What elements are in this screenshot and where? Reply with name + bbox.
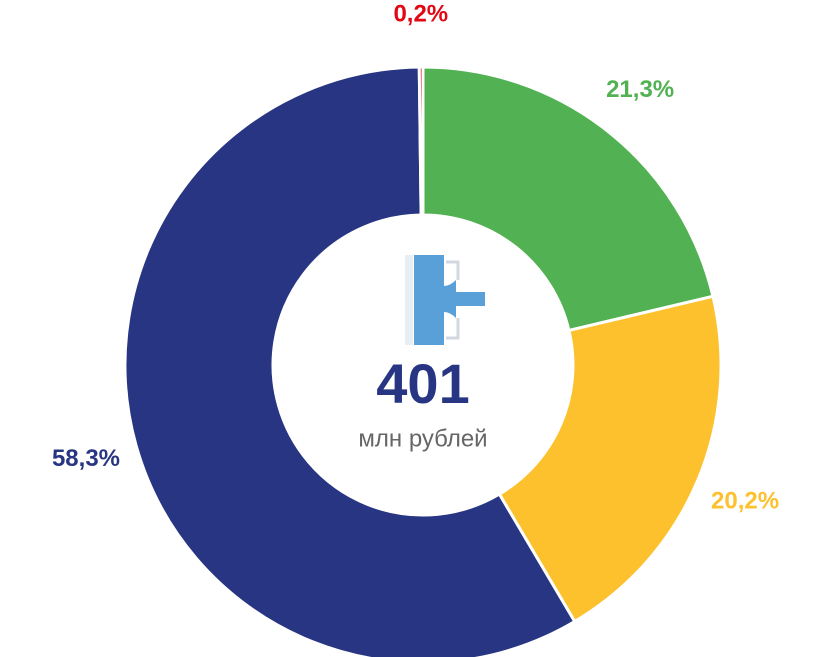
center-label: млн рублей (358, 425, 487, 452)
icon-flange (405, 255, 413, 345)
icon-outline (446, 260, 460, 340)
icon-branch (444, 280, 485, 318)
segments (123, 65, 723, 657)
data-label: 20,2% (711, 487, 779, 514)
data-label: 58,3% (52, 445, 120, 472)
icon-pipe (414, 255, 444, 345)
data-label: 21,3% (606, 76, 674, 103)
data-label: 0,2% (393, 0, 448, 27)
donut-segment (497, 294, 723, 624)
donut-segment (421, 65, 715, 333)
donut-segment (123, 65, 577, 657)
donut-segment (417, 65, 425, 217)
center-value: 401 (376, 352, 469, 415)
pipe-icon (405, 255, 485, 345)
